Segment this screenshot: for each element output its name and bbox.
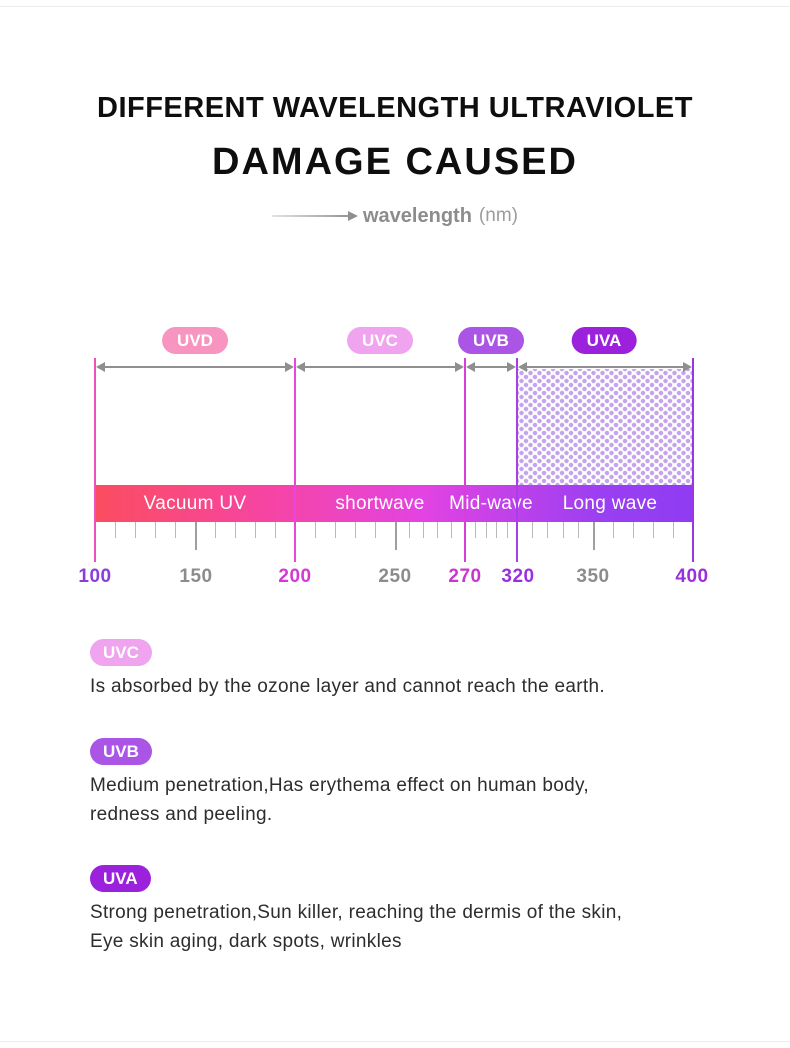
- range-arrow-uvc: [296, 362, 464, 372]
- ruler-tick-minor: [485, 522, 487, 538]
- ruler-tick-minor: [423, 522, 424, 538]
- band-badge-uva: UVA: [571, 327, 637, 354]
- description-line: Medium penetration,Has erythema effect o…: [90, 775, 589, 796]
- band-badge-uvd: UVD: [162, 327, 228, 354]
- tick-label-270: 270: [448, 566, 482, 587]
- tick-label-400: 400: [675, 566, 709, 587]
- ruler-tick-minor: [355, 522, 356, 538]
- range-arrow-uvd: [96, 362, 294, 372]
- ruler-tick-minor: [315, 522, 316, 538]
- tick-label-100: 100: [78, 566, 112, 587]
- ruler-tick-minor: [633, 522, 634, 538]
- ruler-tick-minor: [475, 522, 477, 538]
- bar-label-mid-wave: Mid-wave: [449, 493, 533, 514]
- ruler-tick-minor: [562, 522, 564, 538]
- tick-label-320: 320: [501, 566, 535, 587]
- ruler-tick-major: [593, 522, 595, 550]
- tick-label-350: 350: [576, 566, 610, 587]
- ruler-tick-minor: [115, 522, 116, 538]
- ruler-tick-minor: [375, 522, 376, 538]
- uva-section-badge: UVA: [90, 865, 151, 892]
- description-line: Strong penetration,Sun killer, reaching …: [90, 902, 623, 923]
- axis-label: wavelength: [363, 204, 472, 227]
- bottom-border-line: [0, 1041, 790, 1042]
- range-arrow-uva: [518, 362, 692, 372]
- ruler-tick-minor: [215, 522, 216, 538]
- bar-label-long-wave: Long wave: [562, 493, 658, 514]
- axis-unit: (nm): [478, 205, 518, 226]
- right-arrow-icon: [272, 211, 358, 221]
- ruler-tick-minor: [532, 522, 534, 538]
- bar-label-shortwave: shortwave: [335, 493, 425, 514]
- tick-label-150: 150: [179, 566, 213, 587]
- ruler-tick-minor: [496, 522, 498, 538]
- description-line: Eye skin aging, dark spots, wrinkles: [90, 930, 402, 952]
- uvb-section-badge: UVB: [90, 738, 152, 765]
- ruler-tick-minor: [577, 522, 579, 538]
- description-line: Is absorbed by the ozone layer and canno…: [90, 676, 605, 697]
- ruler-tick-minor: [135, 522, 136, 538]
- ruler-tick-minor: [409, 522, 410, 538]
- title-line-2: DAMAGE CAUSED: [212, 141, 578, 183]
- ruler-tick-minor: [275, 522, 276, 538]
- wavelength-axis-legend: wavelength (nm): [0, 202, 790, 230]
- ruler-tick-minor: [613, 522, 614, 538]
- band-badge-uvb: UVB: [458, 327, 524, 354]
- gridline-200nm: [294, 358, 296, 562]
- bar-label-vacuum-uv: Vacuum UV: [143, 493, 247, 514]
- gridline-100nm: [94, 358, 96, 562]
- ruler-tick-minor: [653, 522, 654, 538]
- ruler-tick-minor: [506, 522, 508, 538]
- top-border-line: [0, 6, 790, 7]
- ruler-tick-minor: [547, 522, 549, 538]
- uvc-section-badge: UVC: [90, 639, 152, 666]
- ruler-tick-major: [195, 522, 197, 550]
- uvb-section-text: Medium penetration,Has erythema effect o…: [90, 772, 589, 829]
- ruler-tick-minor: [437, 522, 438, 538]
- uvc-section-text: Is absorbed by the ozone layer and canno…: [90, 673, 605, 702]
- ruler-tick-minor: [335, 522, 336, 538]
- gridline-400nm: [692, 358, 694, 562]
- ruler-tick-minor: [255, 522, 256, 538]
- uva-dot-pattern: [517, 369, 693, 485]
- range-arrow-uvb: [466, 362, 516, 372]
- gridline-270nm: [464, 358, 466, 562]
- band-badge-uvc: UVC: [347, 327, 413, 354]
- description-line: redness and peeling.: [90, 803, 273, 825]
- uva-section-text: Strong penetration,Sun killer, reaching …: [90, 899, 622, 956]
- tick-label-250: 250: [378, 566, 412, 587]
- ruler-tick-minor: [175, 522, 176, 538]
- ruler-tick-minor: [235, 522, 236, 538]
- spectrum-bar: Vacuum UV shortwave Mid-wave Long wave: [95, 485, 693, 522]
- ruler-tick-minor: [451, 522, 452, 538]
- ruler-tick-minor: [155, 522, 156, 538]
- ruler-tick-major: [395, 522, 397, 550]
- tick-label-200: 200: [278, 566, 312, 587]
- gridline-320nm: [516, 358, 518, 562]
- title-line-1: DIFFERENT WAVELENGTH ULTRAVIOLET: [97, 92, 693, 124]
- ruler-tick-minor: [673, 522, 674, 538]
